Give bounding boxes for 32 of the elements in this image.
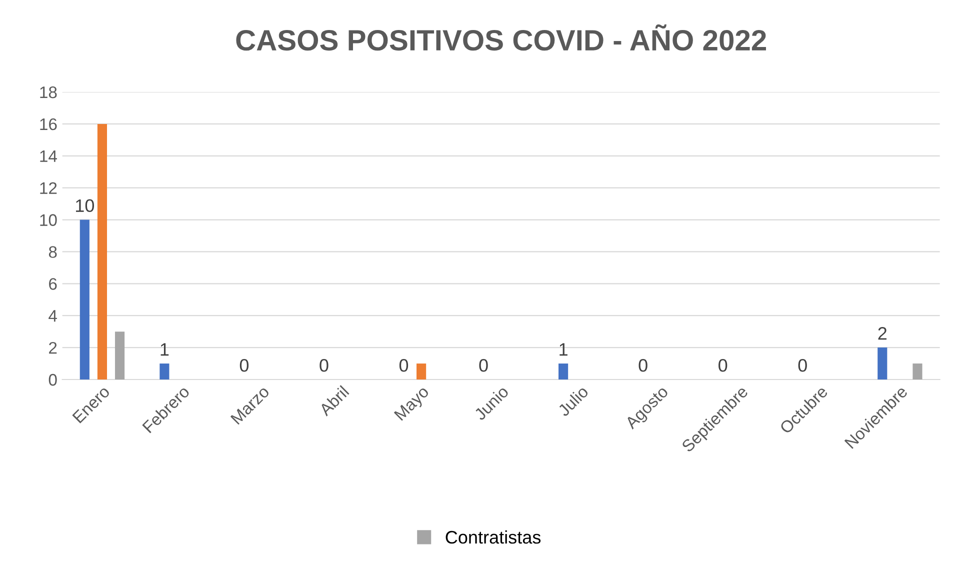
data-label: 2 xyxy=(878,327,886,340)
y-tick-label: 2 xyxy=(49,342,57,354)
bar xyxy=(912,364,922,380)
y-tick-label: 18 xyxy=(40,86,57,98)
y-tick-label: 14 xyxy=(40,150,57,162)
data-label: 0 xyxy=(479,358,488,372)
legend-label: Contratistas xyxy=(446,530,541,544)
bar xyxy=(160,364,170,380)
data-label: 0 xyxy=(638,358,648,372)
data-label: 0 xyxy=(240,358,249,372)
bar xyxy=(97,124,108,380)
bar xyxy=(114,332,125,380)
y-tick-label: 12 xyxy=(40,182,57,194)
y-tick-label: 6 xyxy=(49,278,57,290)
data-label: 0 xyxy=(320,358,328,372)
y-tick-label: 0 xyxy=(48,374,57,386)
bar xyxy=(878,348,888,380)
chart-title: CASOS POSITIVOS COVID - AÑO 2022 xyxy=(236,24,766,51)
data-label: 1 xyxy=(560,343,568,356)
data-label: 0 xyxy=(718,358,728,372)
data-label: 1 xyxy=(160,343,169,356)
bar xyxy=(416,364,426,380)
y-tick-label: 16 xyxy=(40,118,57,130)
bar xyxy=(80,220,90,380)
y-tick-label: 8 xyxy=(48,246,57,258)
data-label: 0 xyxy=(399,358,408,372)
x-tick-label: Julio xyxy=(556,384,590,418)
data-label: 10 xyxy=(76,199,94,212)
data-label: 0 xyxy=(798,358,807,372)
y-tick-label: 4 xyxy=(48,310,57,322)
bar xyxy=(558,364,568,380)
y-tick-label: 10 xyxy=(40,214,57,226)
